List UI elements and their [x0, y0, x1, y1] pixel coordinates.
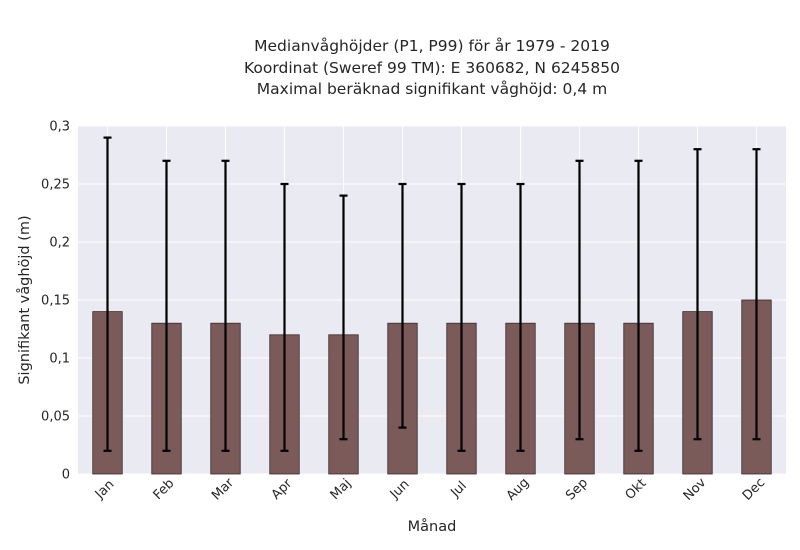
- error-bar-apr: [280, 182, 289, 452]
- x-axis-label: Månad: [408, 518, 457, 535]
- error-bar-nov: [693, 148, 702, 441]
- error-bar-aug: [516, 182, 525, 452]
- y-tick-label: 0: [62, 468, 70, 483]
- y-tick-label: 0,25: [41, 178, 70, 193]
- y-tick-label: 0,05: [41, 410, 70, 425]
- y-axis-label: Signifikant våghöjd (m): [16, 215, 33, 384]
- error-bars: [103, 136, 761, 452]
- y-tick-label: 0,1: [49, 352, 70, 367]
- y-tick-label: 0,2: [49, 236, 70, 251]
- title-line-3: Maximal beräknad signifikant våghöjd: 0,…: [257, 80, 607, 98]
- error-bar-okt: [634, 159, 643, 452]
- error-bar-sep: [575, 159, 584, 441]
- title-line-2: Koordinat (Sweref 99 TM): E 360682, N 62…: [244, 59, 620, 77]
- error-bar-dec: [752, 148, 761, 441]
- error-bar-jun: [398, 182, 407, 429]
- title-line-1: Medianvåghöjder (P1, P99) för år 1979 - …: [254, 37, 610, 55]
- error-bar-maj: [339, 194, 348, 441]
- y-tick-label: 0,15: [41, 294, 70, 309]
- error-bar-mar: [221, 159, 230, 452]
- error-bar-jul: [457, 182, 466, 452]
- y-tick-label: 0,3: [49, 120, 70, 135]
- y-axis-ticks: 0 0,05 0,1 0,15 0,2 0,25 0,3: [41, 120, 70, 483]
- error-bar-feb: [162, 159, 171, 452]
- error-bar-jan: [103, 136, 112, 452]
- chart-title: Medianvåghöjder (P1, P99) för år 1979 - …: [244, 37, 620, 98]
